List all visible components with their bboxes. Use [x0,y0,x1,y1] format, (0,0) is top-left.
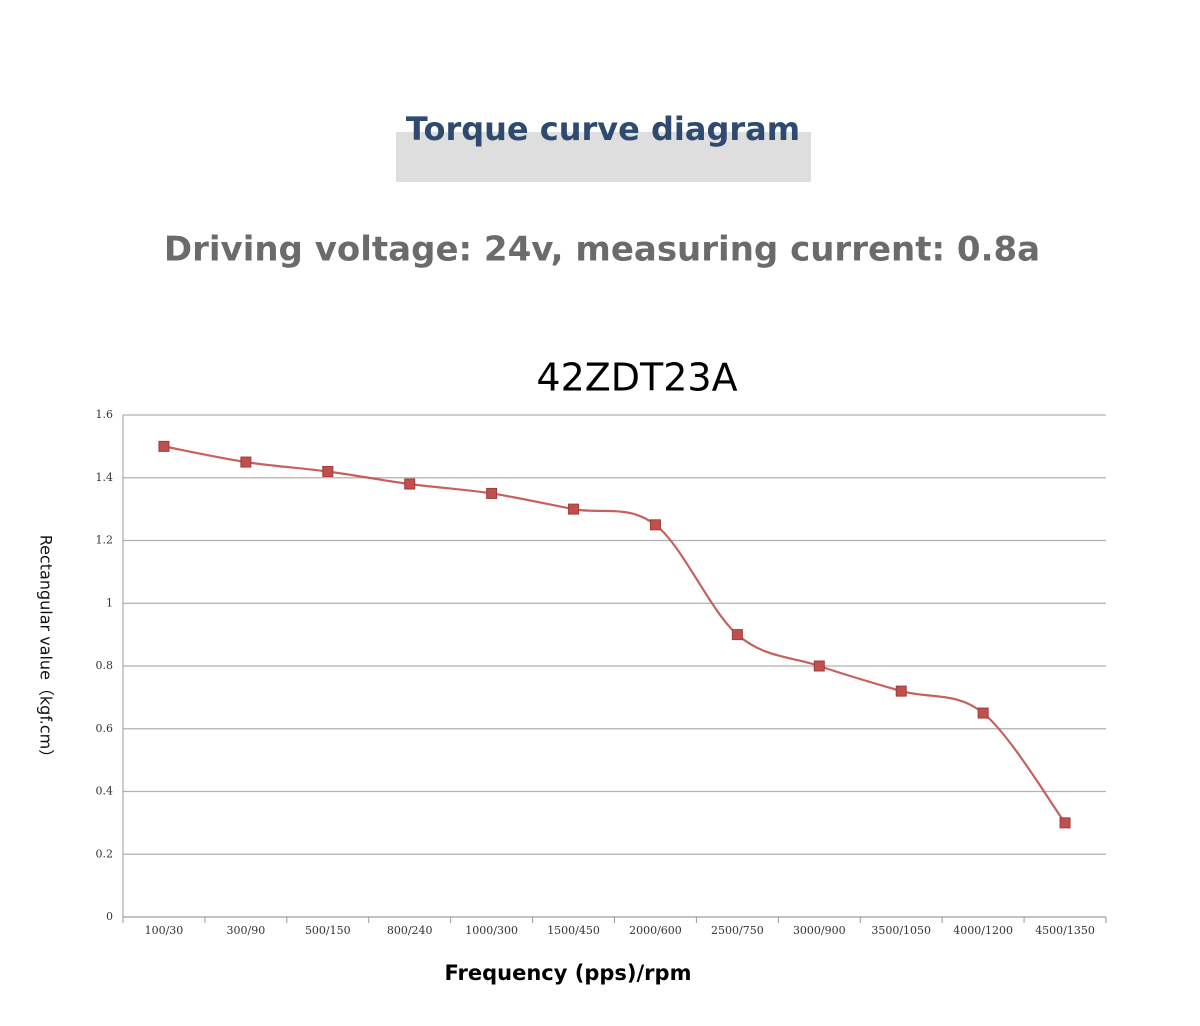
y-tick-label: 0.8 [96,659,114,672]
y-tick-label: 1.6 [96,408,114,421]
x-tick-label: 300/90 [227,924,266,937]
x-tick-label: 1500/450 [547,924,600,937]
y-tick-label: 0.4 [96,785,114,798]
point-marker [486,487,498,499]
point-marker [240,456,252,468]
point-marker [731,629,743,641]
chart-title: 42ZDT23A [536,356,737,400]
x-tick-label: 3500/1050 [871,924,931,937]
point-marker [1059,817,1071,829]
point-marker [895,685,907,697]
subtitle: Driving voltage: 24v, measuring current:… [164,230,1040,270]
x-tick-label: 4000/1200 [953,924,1013,937]
y-tick-label: 0.6 [96,722,114,735]
x-tick-label: 3000/900 [793,924,846,937]
point-marker [977,707,989,719]
x-tick-label: 2500/750 [711,924,764,937]
x-tick-label: 2000/600 [629,924,682,937]
point-marker [158,440,170,452]
point-marker [568,503,580,515]
x-tick-label: 500/150 [305,924,351,937]
y-tick-label: 1.2 [96,534,114,547]
y-axis-label: Rectangular value（kgf.cm） [37,535,56,766]
x-tick-label: 800/240 [387,924,433,937]
point-marker [813,660,825,672]
x-tick-label: 100/30 [145,924,184,937]
y-tick-label: 0.2 [96,847,114,860]
point-marker [322,465,334,477]
x-tick-label: 4500/1350 [1035,924,1095,937]
header-band [396,132,811,182]
y-tick-label: 1.4 [96,471,114,484]
x-tick-label: 1000/300 [465,924,518,937]
series-line [163,445,1066,824]
header: Torque curve diagram [406,110,800,148]
x-axis-label: Frequency (pps)/rpm [445,961,692,985]
y-tick-label: 1 [106,596,113,609]
point-marker [649,519,661,531]
point-marker [404,478,416,490]
y-tick-label: 0 [106,910,113,923]
